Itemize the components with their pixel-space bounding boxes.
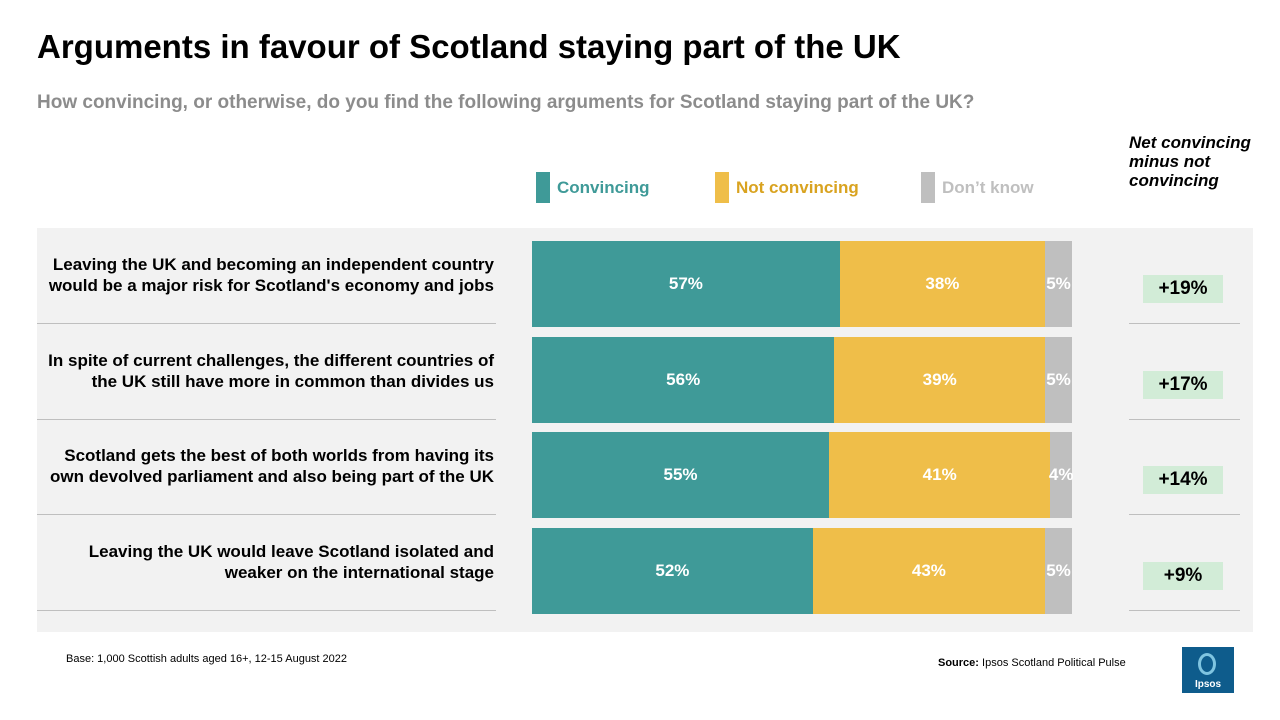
net-value-badge: +14% [1143,466,1223,494]
chart-row: In spite of current challenges, the diff… [37,324,1253,423]
net-value-badge: +9% [1143,562,1223,590]
chart-subtitle: How convincing, or otherwise, do you fin… [37,92,975,113]
row-divider [1129,514,1240,515]
row-divider [37,610,496,611]
category-label: Leaving the UK would leave Scotland isol… [88,542,494,582]
chart-row: Leaving the UK would leave Scotland isol… [37,515,1253,614]
ipsos-logo-mark-icon [1198,653,1216,675]
net-value-badge: +17% [1143,371,1223,399]
stacked-bar: 56% 39% 5% [532,337,1072,423]
source-label: Source: [938,657,979,669]
chart-row: Leaving the UK and becoming an independe… [37,228,1253,327]
bar-segment-convincing: 56% [532,337,835,423]
source-note: Source: Ipsos Scotland Political Pulse [938,657,1126,669]
legend-label: Not convincing [736,177,859,197]
row-divider [37,323,496,324]
chart-row: Scotland gets the best of both worlds fr… [37,419,1253,518]
ipsos-logo: Ipsos [1182,647,1234,693]
stacked-bar: 55% 41% 4% [532,432,1073,518]
row-divider [37,419,496,420]
legend-swatch [715,172,729,203]
source-text: Ipsos Scotland Political Pulse [982,657,1126,669]
legend-item-1: Not convincing [715,172,859,203]
stacked-bar: 57% 38% 5% [532,241,1072,327]
bar-segment-convincing: 55% [532,432,829,518]
legend-item-2: Don’t know [921,172,1034,203]
legend-label: Don’t know [942,177,1034,197]
chart-panel: Leaving the UK and becoming an independe… [37,228,1253,632]
bar-segment-convincing: 57% [532,241,840,327]
bar-segment-dont-know: 5% [1044,528,1072,614]
bar-segment-not-convincing: 43% [812,528,1045,614]
row-divider [1129,610,1240,611]
bar-segment-dont-know: 5% [1044,241,1072,327]
base-note: Base: 1,000 Scottish adults aged 16+, 12… [66,653,348,665]
bar-segment-not-convincing: 38% [839,241,1045,327]
category-label: Leaving the UK and becoming an independe… [48,255,494,295]
bar-segment-dont-know: 4% [1049,432,1073,518]
bar-segment-not-convincing: 41% [829,432,1051,518]
net-value-badge: +19% [1143,275,1223,303]
row-divider [1129,323,1240,324]
chart-title: Arguments in favour of Scotland staying … [37,28,901,65]
net-column-header: Net convincing minus not convincing [1129,133,1251,190]
category-label: Scotland gets the best of both worlds fr… [50,446,494,486]
legend-label: Convincing [557,177,650,197]
bar-segment-not-convincing: 39% [834,337,1045,423]
row-divider [37,514,496,515]
row-divider [1129,419,1240,420]
stacked-bar: 52% 43% 5% [532,528,1072,614]
legend-swatch [536,172,550,203]
category-label: In spite of current challenges, the diff… [48,351,494,391]
bar-segment-dont-know: 5% [1044,337,1072,423]
bar-segment-convincing: 52% [532,528,813,614]
legend-swatch [921,172,935,203]
ipsos-logo-text: Ipsos [1194,679,1222,690]
legend-item-0: Convincing [536,172,650,203]
